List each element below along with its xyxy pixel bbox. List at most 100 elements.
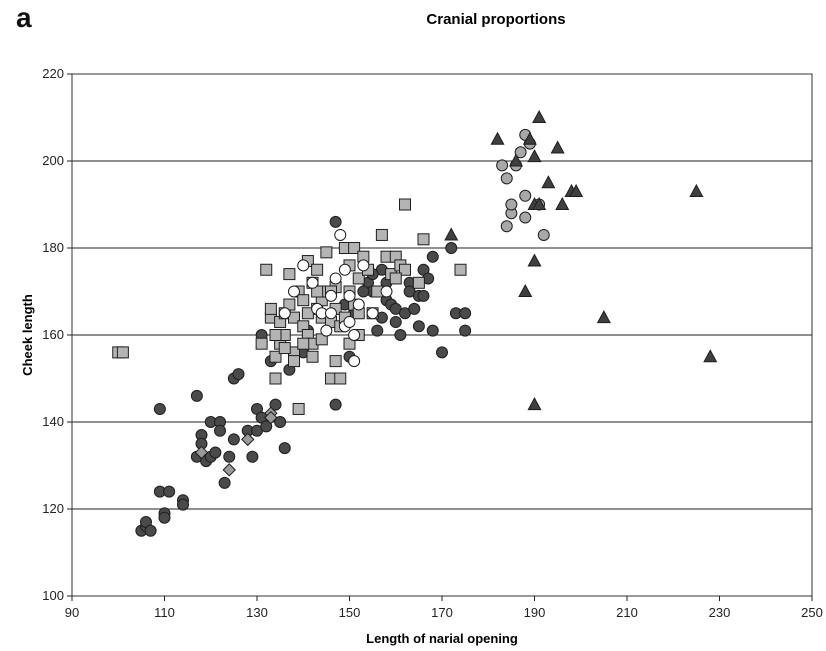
- data-point-circle: [394, 329, 407, 341]
- data-point-square: [412, 276, 425, 289]
- data-point-circle: [325, 289, 337, 302]
- data-point-circle: [163, 485, 176, 498]
- data-point-square: [255, 337, 268, 350]
- data-point-circle: [380, 285, 393, 298]
- data-point-circle: [278, 307, 291, 320]
- data-point-square: [348, 242, 361, 254]
- data-point-circle: [366, 307, 379, 320]
- data-point-square: [417, 233, 430, 246]
- data-point-circle: [505, 198, 518, 211]
- data-point-circle: [514, 146, 527, 159]
- data-point-circle: [144, 524, 157, 537]
- x-tick-label: 110: [154, 605, 175, 620]
- data-point-square: [288, 355, 300, 368]
- data-point-circle: [389, 315, 402, 328]
- x-axis-title: Length of narial opening: [366, 631, 518, 646]
- data-point-square: [116, 346, 129, 359]
- y-tick-label: 100: [42, 588, 64, 603]
- data-point-circle: [232, 368, 245, 381]
- data-point-circle: [500, 220, 513, 233]
- data-point-square: [264, 302, 277, 315]
- y-tick-label: 140: [42, 414, 64, 429]
- y-tick-label: 160: [42, 327, 64, 342]
- data-point-circle: [158, 511, 171, 524]
- data-point-circle: [537, 228, 550, 241]
- data-point-diamond: [222, 463, 236, 477]
- data-point-circle: [371, 324, 384, 337]
- y-tick-label: 220: [42, 66, 64, 81]
- data-point-square: [269, 350, 282, 363]
- data-point-triangle: [444, 227, 459, 241]
- data-point-square: [399, 263, 411, 276]
- y-tick-label: 200: [42, 153, 64, 168]
- data-point-square: [269, 329, 282, 341]
- data-point-circle: [357, 285, 370, 298]
- data-point-triangle: [527, 149, 542, 163]
- data-point-square: [278, 342, 291, 355]
- y-tick-label: 120: [42, 501, 64, 516]
- data-point-triangle: [532, 196, 547, 210]
- data-point-diamond: [241, 432, 255, 447]
- gridlines: [72, 160, 812, 510]
- data-point-circle: [320, 324, 333, 337]
- data-point-circle: [223, 450, 236, 463]
- data-point-triangle: [490, 131, 505, 145]
- data-point-circle: [153, 402, 166, 415]
- data-point-diamond: [264, 410, 278, 425]
- data-point-square: [269, 372, 282, 385]
- data-point-circle: [496, 159, 509, 172]
- data-point-circle: [227, 433, 240, 446]
- data-point-circle: [343, 289, 356, 302]
- x-tick-label: 230: [709, 605, 731, 620]
- data-point-circle: [519, 189, 532, 202]
- y-axis-title: Cheek length: [20, 294, 35, 376]
- data-point-circle: [417, 289, 430, 302]
- data-point-circle: [343, 315, 356, 328]
- data-point-circle: [325, 307, 337, 320]
- data-point-circle: [426, 324, 439, 337]
- data-point-circle: [348, 329, 361, 341]
- data-point-circle: [334, 228, 347, 241]
- data-point-circle: [246, 450, 259, 463]
- data-point-circle: [177, 498, 189, 511]
- data-point-circle: [218, 476, 231, 489]
- data-point-triangle: [518, 283, 533, 297]
- data-point-triangle: [550, 140, 565, 154]
- data-point-circle: [190, 389, 203, 402]
- data-point-square: [399, 198, 411, 211]
- data-point-triangle: [703, 349, 718, 363]
- x-tick-label: 90: [65, 605, 79, 620]
- x-tick-label: 210: [616, 605, 638, 620]
- data-point-circle: [357, 259, 370, 272]
- data-point-square: [283, 268, 296, 281]
- x-tick-label: 250: [801, 605, 823, 620]
- data-point-circle: [352, 298, 365, 311]
- data-point-triangle: [527, 253, 542, 267]
- data-point-square: [389, 272, 402, 285]
- data-point-circle: [214, 424, 226, 437]
- data-point-circle: [329, 272, 342, 285]
- data-point-triangle: [532, 109, 547, 123]
- data-points: [112, 109, 718, 537]
- data-point-circle: [269, 398, 282, 411]
- data-point-circle: [426, 250, 439, 263]
- data-point-circle: [297, 259, 310, 272]
- data-point-triangle: [689, 183, 704, 197]
- data-point-circle: [436, 346, 448, 359]
- data-point-square: [329, 355, 342, 368]
- data-point-triangle: [541, 175, 556, 189]
- data-point-circle: [329, 215, 342, 228]
- data-point-triangle: [569, 183, 584, 197]
- data-point-square: [352, 272, 365, 285]
- data-point-triangle: [596, 310, 611, 324]
- data-point-circle: [278, 442, 291, 455]
- panel-label: a: [16, 2, 32, 33]
- x-tick-label: 130: [246, 605, 268, 620]
- y-tick-label: 180: [42, 240, 64, 255]
- data-point-square: [311, 263, 324, 276]
- data-point-triangle: [522, 131, 537, 145]
- x-tick-label: 150: [339, 605, 361, 620]
- data-point-square: [334, 372, 347, 385]
- data-point-square: [260, 263, 273, 276]
